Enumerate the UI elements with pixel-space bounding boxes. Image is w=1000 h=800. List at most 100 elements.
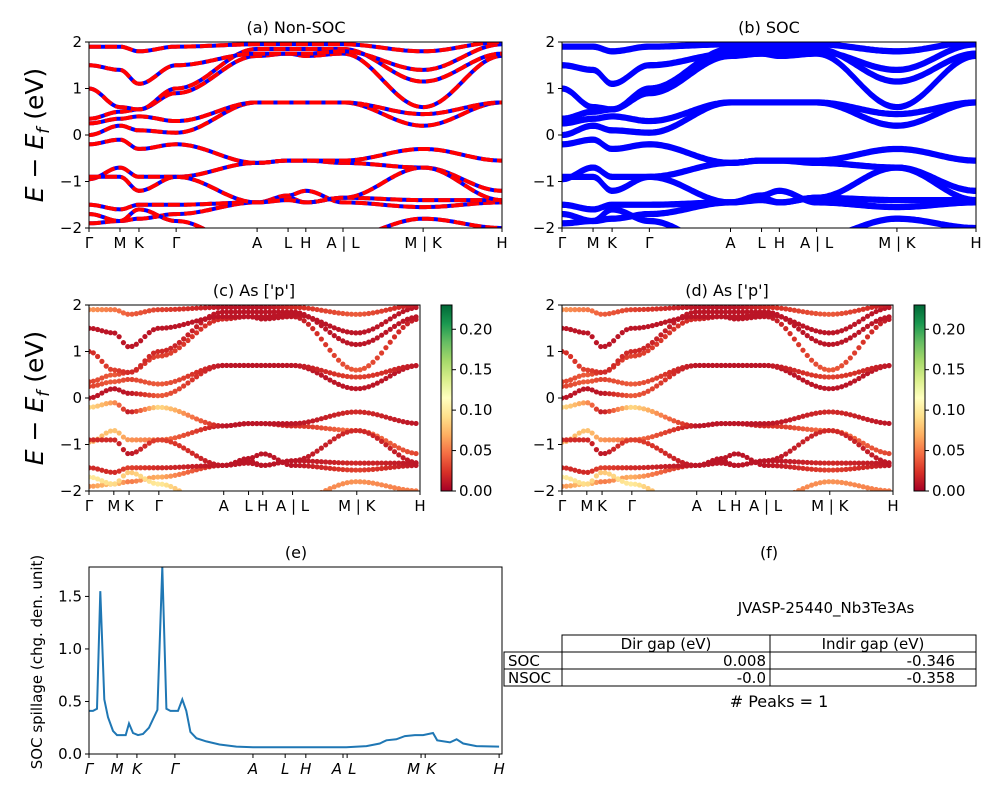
band-point	[271, 461, 277, 467]
band-point	[658, 494, 663, 499]
band-point	[572, 467, 578, 473]
band-point	[90, 325, 96, 332]
band-point	[288, 311, 294, 317]
band-point	[150, 350, 157, 356]
band-point	[292, 462, 299, 469]
band-point	[112, 428, 118, 434]
band-point	[593, 434, 600, 440]
band-point	[176, 488, 182, 491]
band-point	[129, 390, 135, 397]
band-point	[684, 510, 689, 515]
band-point	[568, 353, 574, 360]
band-point	[142, 465, 148, 471]
band-point	[206, 459, 213, 466]
band-point	[580, 400, 587, 406]
band-point	[697, 305, 703, 310]
band-point	[125, 479, 131, 485]
band-point	[705, 461, 711, 467]
band-point	[864, 366, 871, 373]
x-tick-label: L	[281, 760, 289, 778]
band-point	[663, 497, 668, 502]
band-point	[873, 308, 879, 315]
band-point	[886, 460, 892, 466]
band-point	[787, 458, 793, 465]
band-point	[817, 460, 823, 466]
band-point	[804, 309, 810, 315]
band-line	[562, 99, 976, 124]
band-point	[314, 306, 320, 313]
band-point	[318, 425, 324, 431]
band-point	[757, 458, 763, 464]
band-point	[185, 469, 191, 475]
band-point	[576, 380, 582, 386]
band-point	[396, 329, 402, 335]
band-point	[778, 419, 785, 425]
band-point	[344, 480, 350, 486]
band-point	[125, 390, 131, 396]
band-point	[138, 477, 144, 483]
band-point	[619, 405, 625, 411]
band-point	[400, 308, 406, 315]
band-point	[791, 319, 797, 325]
x-tick-label: L	[244, 497, 253, 515]
band-point	[310, 418, 316, 424]
band-point	[606, 366, 612, 373]
band-point	[344, 384, 350, 391]
band-point	[366, 467, 372, 473]
band-point	[778, 463, 785, 469]
band-point	[181, 410, 187, 416]
panel-a-title: (a) Non-SOC	[247, 18, 346, 37]
band-point	[744, 309, 750, 315]
y-tick-label: 0	[72, 389, 82, 407]
band-point	[219, 462, 225, 468]
band-point	[348, 467, 355, 473]
x-tick-label: H	[493, 760, 504, 778]
band-point	[202, 419, 208, 425]
band-point	[834, 374, 840, 380]
band-point	[335, 427, 342, 433]
band-point	[649, 339, 655, 346]
band-point	[877, 305, 884, 309]
band-point	[194, 500, 199, 505]
band-point	[632, 437, 638, 443]
band-point	[99, 433, 105, 439]
band-point	[864, 460, 871, 466]
band-point	[585, 400, 591, 406]
band-point	[163, 306, 170, 313]
band-point	[413, 314, 419, 320]
band-point	[150, 327, 157, 333]
band-point	[310, 315, 316, 322]
band-point	[864, 313, 871, 319]
band-point	[800, 309, 806, 315]
band-point	[645, 472, 651, 478]
band-point	[193, 305, 200, 311]
band-point	[404, 449, 411, 455]
band-point	[722, 460, 729, 467]
band-point	[869, 418, 875, 424]
band-point	[133, 366, 139, 373]
band-point	[413, 305, 419, 308]
band-point	[852, 438, 858, 445]
band-point	[150, 392, 157, 399]
band-point	[654, 432, 660, 438]
cell-value: -0.358	[907, 669, 955, 687]
band-point	[864, 443, 871, 449]
band-point	[684, 422, 690, 428]
band-point	[813, 338, 819, 344]
band-point	[107, 379, 114, 385]
band-point	[241, 305, 247, 310]
band-point	[112, 379, 118, 385]
band-point	[632, 353, 638, 359]
band-point	[654, 445, 660, 451]
band-point	[366, 430, 372, 436]
band-point	[796, 321, 802, 327]
band-point	[572, 390, 578, 396]
band-point	[163, 465, 170, 471]
band-point	[202, 463, 208, 469]
band-point	[864, 485, 871, 491]
band-point	[585, 386, 591, 392]
band-point	[370, 310, 376, 316]
band-point	[103, 479, 109, 486]
band-point	[852, 332, 858, 338]
band-point	[602, 376, 608, 383]
